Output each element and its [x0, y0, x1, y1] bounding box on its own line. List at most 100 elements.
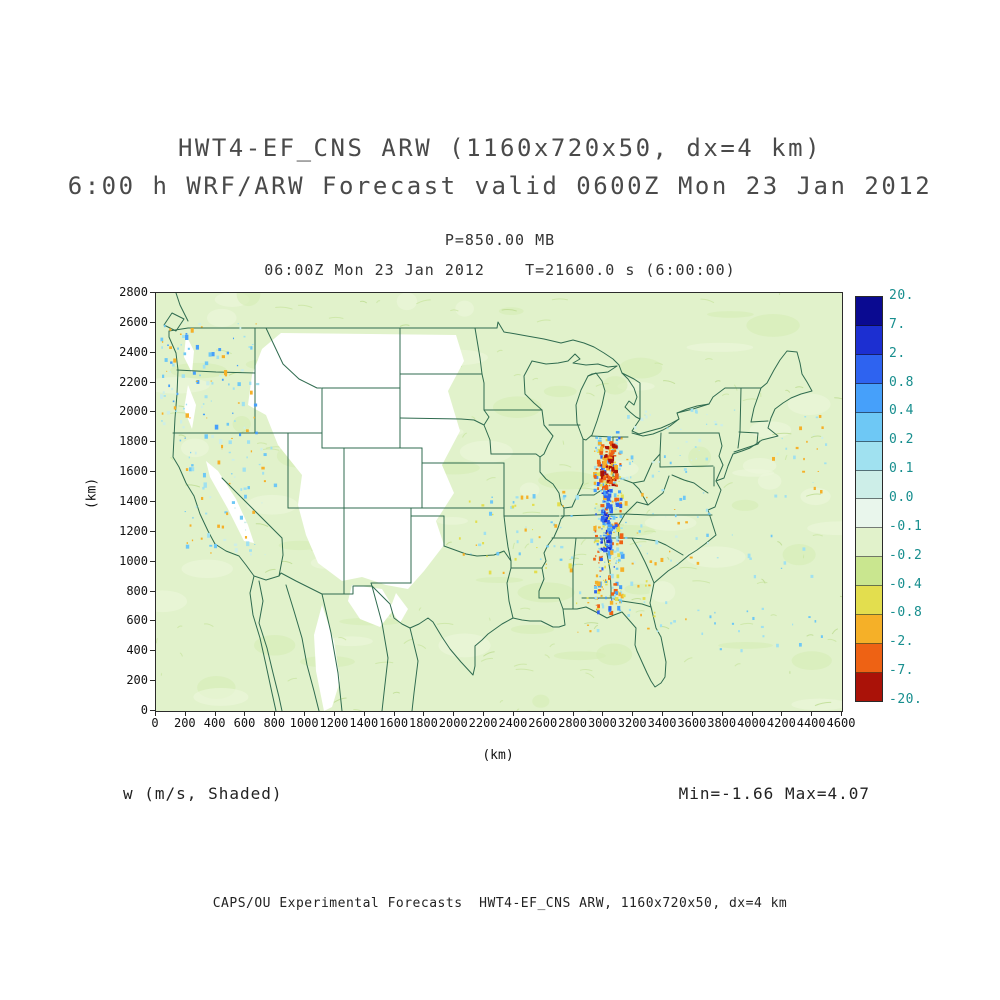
- y-tick-mark: [150, 501, 155, 502]
- y-tick-mark: [150, 351, 155, 353]
- colorbar-cell: [856, 672, 882, 701]
- y-tick-label: 1400: [119, 494, 148, 508]
- colorbar-cell: [856, 615, 882, 645]
- y-tick-label: 2600: [119, 314, 148, 329]
- y-tick-label: 2000: [119, 404, 148, 419]
- y-tick-label: 0: [140, 703, 148, 717]
- y-tick-mark: [150, 321, 155, 323]
- x-tick-label: 4400: [796, 716, 826, 730]
- x-tick-mark: [483, 711, 485, 716]
- colorbar-tick-label: 0.8: [889, 374, 914, 390]
- x-tick-label: 1200: [319, 716, 349, 730]
- map-svg: [156, 293, 842, 711]
- x-tick-mark: [662, 711, 664, 716]
- x-axis-unit-label: (km): [482, 748, 514, 763]
- x-tick-label: 2200: [468, 716, 498, 730]
- colorbar-cell: [856, 297, 882, 326]
- colorbar-cell: [856, 499, 882, 529]
- x-tick-label: 4200: [766, 716, 796, 730]
- x-tick-mark: [841, 711, 842, 716]
- model-title: HWT4-EF_CNS ARW (1160x720x50, dx=4 km): [177, 134, 823, 162]
- x-axis-tick-marks: [155, 711, 843, 716]
- x-tick-label: 2600: [528, 716, 558, 730]
- x-tick-mark: [155, 711, 156, 716]
- y-axis-unit-label: (km): [84, 477, 100, 510]
- x-tick-mark: [751, 711, 753, 716]
- colorbar-tick-label: 0.4: [889, 403, 914, 419]
- colorbar-cell: [856, 470, 882, 500]
- x-tick-mark: [781, 711, 783, 716]
- colorbar-cell: [856, 644, 882, 673]
- x-tick-mark: [512, 711, 514, 716]
- x-tick-label: 2000: [438, 716, 468, 730]
- colorbar-tick-label: -2.: [889, 634, 914, 650]
- footer-credit: CAPS/OU Experimental Forecasts HWT4-EF_C…: [212, 896, 788, 911]
- y-axis-tick-labels: 2800 2600 2400 2200 2000 1800 1600 1400 1200 1000…: [100, 285, 148, 717]
- colorbar: [855, 296, 883, 702]
- y-tick-mark: [150, 411, 155, 413]
- colorbar-tick-label: 7.: [889, 316, 906, 332]
- x-tick-label: 600: [233, 716, 256, 730]
- colorbar-cell: [856, 412, 882, 442]
- y-tick-label: 2400: [119, 344, 148, 359]
- y-tick-mark: [150, 650, 155, 652]
- colorbar-tick-label: 0.2: [889, 432, 914, 448]
- x-tick-mark: [244, 711, 246, 716]
- y-tick-label: 400: [126, 643, 148, 658]
- y-tick-mark: [150, 530, 155, 532]
- colorbar-cell: [856, 325, 882, 355]
- x-tick-mark: [542, 711, 544, 716]
- y-tick-label: 200: [126, 673, 148, 688]
- x-tick-mark: [214, 711, 216, 716]
- x-tick-mark: [304, 711, 306, 716]
- colorbar-tick-label: 20.: [889, 288, 914, 303]
- x-tick-mark: [184, 711, 186, 716]
- x-tick-mark: [393, 711, 395, 716]
- x-tick-label: 4000: [737, 716, 766, 730]
- valid-time-label: 06:00Z Mon 23 Jan 2012 T=21600.0 s (6:00…: [264, 261, 736, 279]
- colorbar-tick-label: 0.1: [889, 461, 914, 477]
- x-tick-mark: [572, 711, 574, 716]
- y-tick-label: 1600: [119, 464, 148, 479]
- x-tick-label: 1400: [349, 716, 379, 730]
- x-tick-mark: [721, 711, 723, 716]
- colorbar-cell: [856, 354, 882, 384]
- colorbar-tick-label: -20.: [889, 692, 923, 707]
- colorbar-tick-label: -0.4: [889, 576, 923, 592]
- x-tick-label: 3000: [587, 716, 617, 730]
- x-tick-mark: [811, 711, 813, 716]
- y-tick-label: 2800: [119, 285, 148, 299]
- y-tick-mark: [150, 680, 155, 682]
- colorbar-tick-label: 0.0: [889, 490, 914, 505]
- x-tick-label: 3400: [647, 716, 677, 730]
- x-tick-mark: [423, 711, 425, 716]
- colorbar-tick-label: -0.2: [889, 547, 923, 563]
- x-tick-mark: [602, 711, 604, 716]
- x-tick-label: 4600: [826, 716, 856, 730]
- y-tick-mark: [150, 590, 155, 592]
- x-axis-tick-labels: 0 200 400 600 800 1000 1200 1400 1600 1800 2000 220…: [151, 716, 855, 732]
- colorbar-cell: [856, 441, 882, 471]
- x-tick-label: 1800: [408, 716, 438, 730]
- x-tick-label: 3600: [677, 716, 707, 730]
- x-tick-label: 1600: [379, 716, 409, 730]
- x-tick-label: 800: [263, 716, 286, 730]
- colorbar-labels: 20. 7. 2. 0.8 0.4 0.2 0.1 0.0 -0.1 -0.2 -0.4 -0.8 -2…: [889, 288, 949, 707]
- x-tick-mark: [632, 711, 634, 716]
- x-tick-label: 3200: [617, 716, 647, 730]
- x-tick-label: 400: [203, 716, 226, 730]
- y-tick-mark: [150, 560, 155, 562]
- y-tick-mark: [150, 441, 155, 443]
- y-axis-tick-marks: [150, 292, 155, 711]
- forecast-title: 6:00 h WRF/ARW Forecast valid 0600Z Mon …: [67, 172, 933, 200]
- x-tick-label: 200: [173, 716, 196, 730]
- x-tick-label: 1000: [289, 716, 319, 730]
- y-tick-label: 1000: [119, 553, 148, 568]
- vertical-velocity-speckle-layer: [160, 322, 828, 653]
- colorbar-tick-label: -0.1: [889, 518, 923, 534]
- y-tick-label: 1200: [119, 523, 148, 538]
- y-tick-label: 800: [126, 583, 148, 598]
- x-tick-mark: [453, 711, 455, 716]
- y-tick-mark: [150, 471, 155, 473]
